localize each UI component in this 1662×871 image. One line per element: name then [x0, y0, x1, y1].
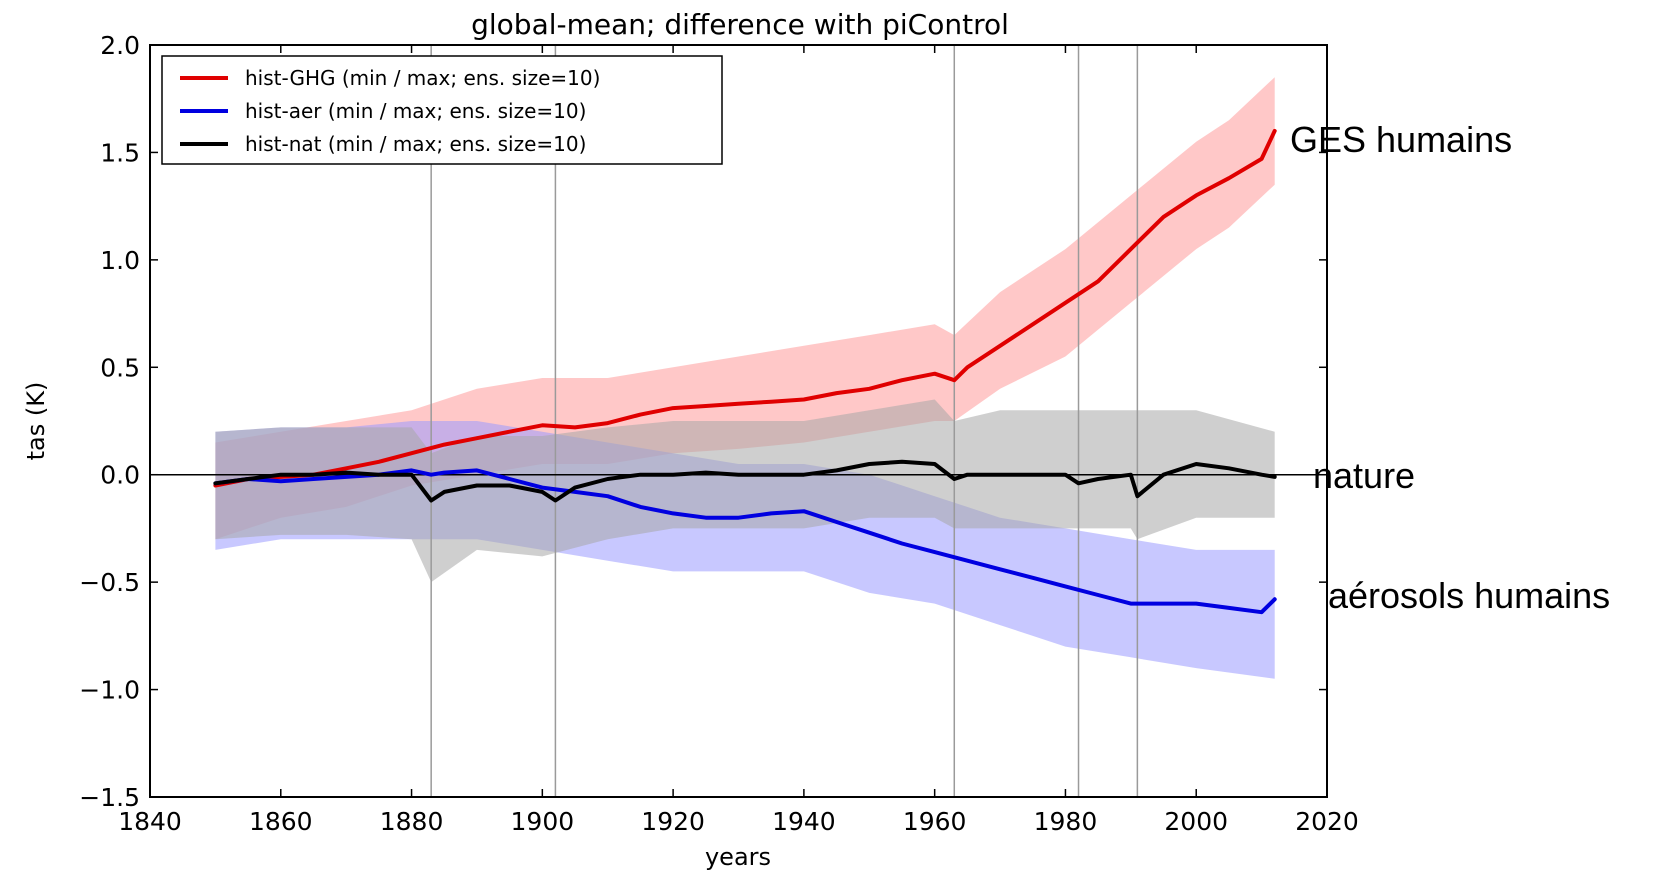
legend-entry-2: hist-aer (min / max; ens. size=10)	[245, 99, 586, 123]
annotation-series-3: nature	[1313, 455, 1415, 496]
y-tick-label: −1.5	[79, 783, 140, 812]
legend-entry-1: hist-GHG (min / max; ens. size=10)	[245, 66, 600, 90]
plot-frame	[149, 44, 1328, 798]
y-tick-label: 0.0	[100, 461, 140, 490]
annotation-series-1: GES humains	[1290, 119, 1512, 160]
x-tick-label: 1900	[511, 807, 575, 836]
vertical-event-lines	[430, 45, 1139, 797]
y-tick-label: 0.5	[100, 353, 140, 382]
line-series-3	[213, 459, 1277, 503]
legend: hist-GHG (min / max; ens. size=10) hist-a…	[161, 55, 723, 165]
y-tick-label: −1.0	[79, 676, 140, 705]
series-annotations: GES humains aérosols humains nature	[1290, 119, 1610, 616]
y-axis-label: tas (K)	[22, 382, 50, 461]
x-axis-ticks: 1840 1860 1880 1900 1920 1940 1960 1980 2000 2020	[118, 45, 1359, 836]
x-tick-label: 2020	[1295, 807, 1359, 836]
y-tick-label: −0.5	[79, 568, 140, 597]
x-axis-label: years	[705, 843, 771, 871]
legend-entry-3: hist-nat (min / max; ens. size=10)	[245, 132, 586, 156]
y-tick-label: 1.0	[100, 246, 140, 275]
x-tick-label: 1940	[772, 807, 836, 836]
x-tick-label: 1980	[1034, 807, 1098, 836]
y-tick-label: 2.0	[100, 31, 140, 60]
x-tick-label: 1960	[903, 807, 967, 836]
y-tick-label: 1.5	[100, 138, 140, 167]
x-tick-label: 1880	[380, 807, 444, 836]
chart-title: global-mean; difference with piControl	[471, 8, 1009, 41]
y-axis-ticks: 2.0 1.5 1.0 0.5 0.0 −0.5 −1.0 −1.5	[79, 31, 1327, 812]
mean-series-lines	[213, 128, 1277, 615]
band-series-3	[215, 399, 1275, 583]
line-series-1	[213, 128, 1277, 488]
legend-box	[161, 55, 723, 165]
line-series-2	[213, 468, 1277, 615]
annotation-series-2: aérosols humains	[1328, 575, 1610, 616]
x-tick-label: 1860	[249, 807, 313, 836]
x-tick-label: 2000	[1164, 807, 1228, 836]
x-tick-label: 1840	[118, 807, 182, 836]
x-tick-label: 1920	[641, 807, 705, 836]
